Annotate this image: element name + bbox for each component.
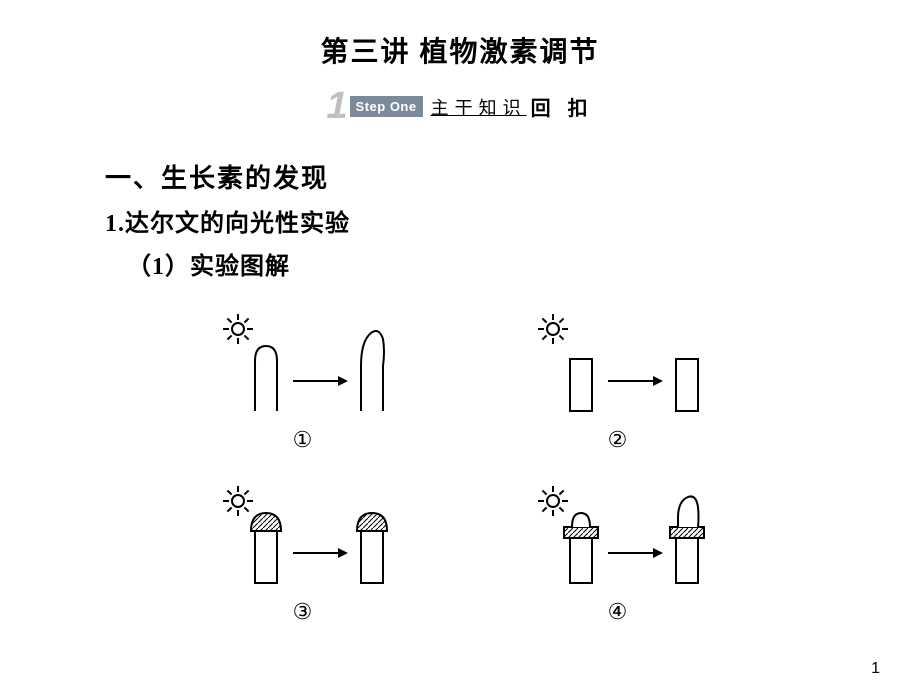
label-2: ② (608, 427, 628, 453)
label-1: ① (293, 427, 313, 453)
heading-section-3: （1）实验图解 (127, 246, 815, 281)
diagram-3 (193, 483, 413, 593)
step-text-2: 回 扣 (531, 92, 594, 121)
panel-4: ④ (500, 483, 735, 625)
diagram-4 (508, 483, 728, 593)
panel-1: ① (185, 311, 420, 453)
diagram-2 (508, 311, 728, 421)
panel-2: ② (500, 311, 735, 453)
content-area: 一、生长素的发现 1.达尔文的向光性实验 （1）实验图解 (0, 128, 920, 625)
panel-3: ③ (185, 483, 420, 625)
diagram-1 (193, 311, 413, 421)
page-number: 1 (871, 660, 880, 678)
diagram-grid: ① (105, 311, 815, 625)
label-3: ③ (293, 599, 313, 625)
step-banner: 1 Step One 主干知识 回 扣 (0, 85, 920, 128)
step-text-1: 主干知识 (431, 94, 527, 120)
step-label: Step One (350, 96, 423, 117)
heading-section-2: 1.达尔文的向光性实验 (105, 203, 815, 238)
label-4: ④ (608, 599, 628, 625)
step-number: 1 (326, 85, 347, 128)
heading-section-1: 一、生长素的发现 (105, 158, 815, 195)
page-title: 第三讲 植物激素调节 (0, 0, 920, 70)
